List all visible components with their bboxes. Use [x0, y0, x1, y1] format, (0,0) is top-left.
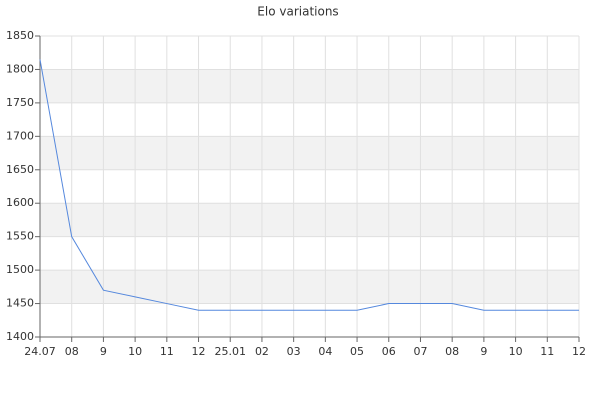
x-tick-label: 10 [509, 345, 523, 358]
y-tick-label: 1650 [6, 163, 34, 176]
line-series [39, 59, 579, 311]
x-tick-label: 11 [540, 345, 554, 358]
x-tick-label: 06 [382, 345, 396, 358]
x-tick-label: 11 [160, 345, 174, 358]
x-tick-label: 12 [192, 345, 206, 358]
chart-title: Elo variations [257, 5, 338, 19]
grid-band [40, 270, 579, 304]
x-tick-label: 12 [572, 345, 586, 358]
x-tick-label: 9 [100, 345, 107, 358]
grid-band [40, 69, 579, 103]
y-tick-label: 1850 [6, 29, 34, 42]
x-tick-label: 08 [445, 345, 459, 358]
y-tick-label: 1450 [6, 297, 34, 310]
y-tick-label: 1500 [6, 263, 34, 276]
x-tick-label: 03 [287, 345, 301, 358]
x-tick-label: 04 [318, 345, 332, 358]
grid-band [40, 136, 579, 170]
x-tick-label: 24.07 [24, 345, 56, 358]
y-tick-label: 1550 [6, 230, 34, 243]
x-tick-label: 08 [65, 345, 79, 358]
grid-band [40, 203, 579, 237]
y-tick-label: 1600 [6, 196, 34, 209]
y-tick-label: 1750 [6, 96, 34, 109]
x-tick-label: 07 [413, 345, 427, 358]
x-tick-label: 10 [128, 345, 142, 358]
x-tick-label: 25.01 [214, 345, 246, 358]
x-tick-label: 02 [255, 345, 269, 358]
y-tick-label: 1800 [6, 62, 34, 75]
y-tick-label: 1400 [6, 330, 34, 343]
x-tick-label: 05 [350, 345, 364, 358]
x-tick-label: 9 [480, 345, 487, 358]
y-tick-label: 1700 [6, 129, 34, 142]
